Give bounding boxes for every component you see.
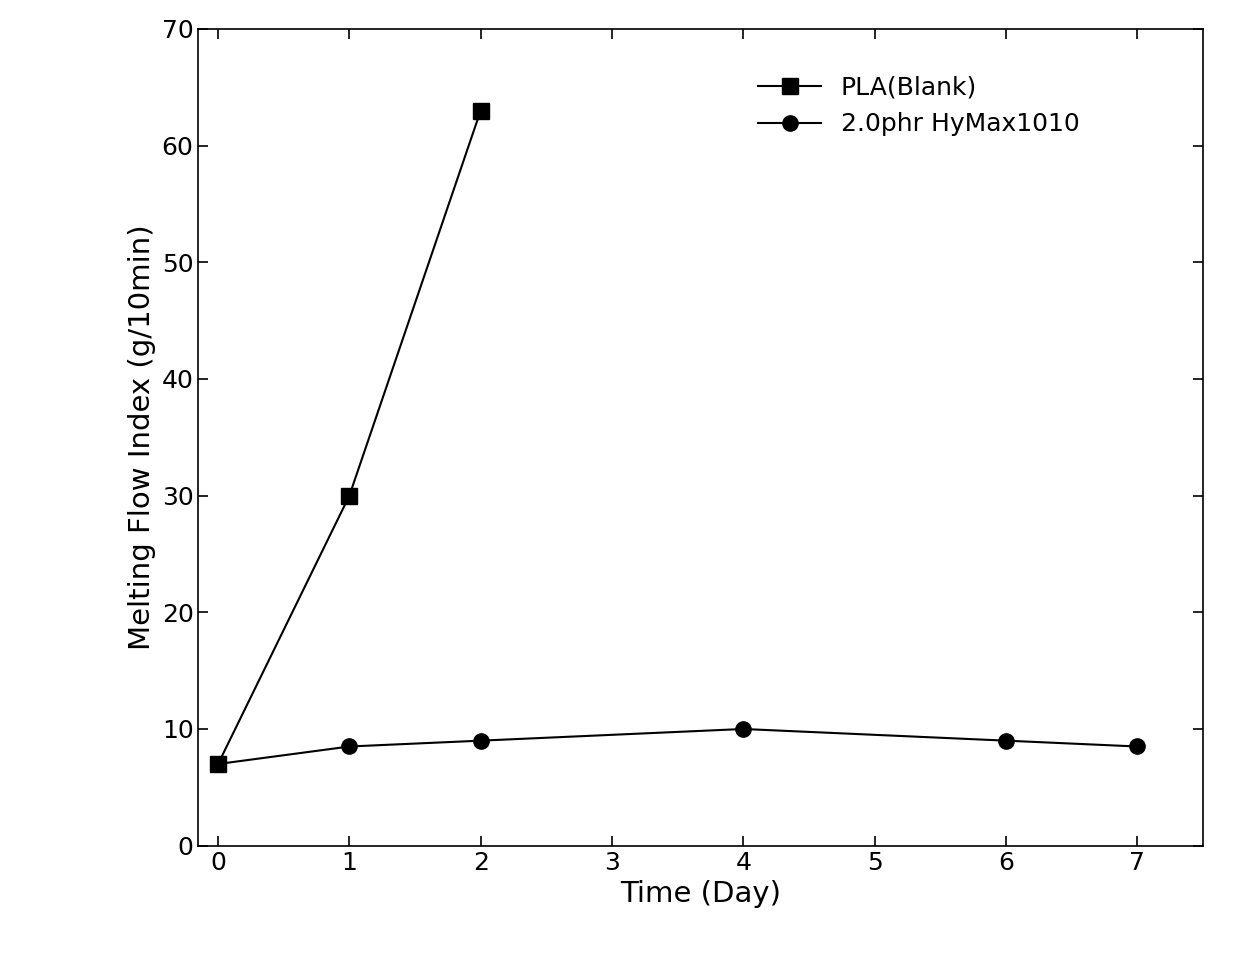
2.0phr HyMax1010 <box>735 724 750 735</box>
2.0phr HyMax1010 <box>1130 741 1145 752</box>
Line: 2.0phr HyMax1010: 2.0phr HyMax1010 <box>211 722 1145 772</box>
Y-axis label: Melting Flow Index (g/10min): Melting Flow Index (g/10min) <box>128 225 156 650</box>
X-axis label: Time (Day): Time (Day) <box>620 880 781 908</box>
PLA(Blank) <box>211 758 226 770</box>
Legend: PLA(Blank), 2.0phr HyMax1010: PLA(Blank), 2.0phr HyMax1010 <box>748 66 1090 146</box>
PLA(Blank) <box>474 105 489 116</box>
Line: PLA(Blank): PLA(Blank) <box>211 103 489 772</box>
2.0phr HyMax1010 <box>211 758 226 770</box>
2.0phr HyMax1010 <box>998 735 1013 747</box>
PLA(Blank) <box>342 490 357 502</box>
2.0phr HyMax1010 <box>342 741 357 752</box>
2.0phr HyMax1010 <box>474 735 489 747</box>
